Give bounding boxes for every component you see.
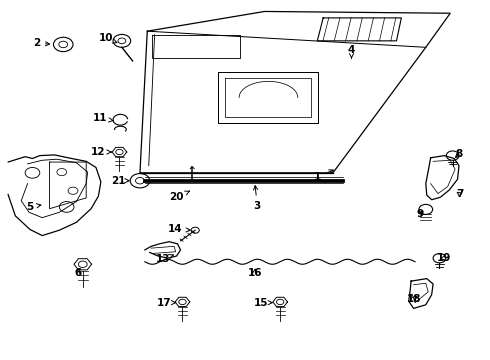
Text: 2: 2: [33, 38, 49, 48]
Text: 4: 4: [348, 45, 355, 58]
Text: 5: 5: [26, 202, 41, 212]
Text: 6: 6: [74, 267, 81, 278]
Text: 8: 8: [455, 149, 463, 159]
Text: 20: 20: [170, 191, 190, 202]
Text: 18: 18: [406, 294, 421, 304]
Text: 9: 9: [416, 209, 423, 219]
Text: 19: 19: [437, 253, 452, 263]
Text: 17: 17: [157, 298, 175, 308]
Text: 1: 1: [314, 170, 333, 182]
Text: 13: 13: [156, 254, 173, 264]
Text: 3: 3: [253, 186, 261, 211]
Text: 16: 16: [247, 267, 262, 278]
Text: 12: 12: [91, 147, 111, 157]
Text: 10: 10: [98, 33, 117, 43]
Text: 11: 11: [93, 113, 113, 123]
Text: 15: 15: [253, 298, 272, 308]
Text: 7: 7: [456, 189, 464, 199]
Text: 21: 21: [111, 176, 129, 186]
Text: 14: 14: [168, 225, 190, 234]
